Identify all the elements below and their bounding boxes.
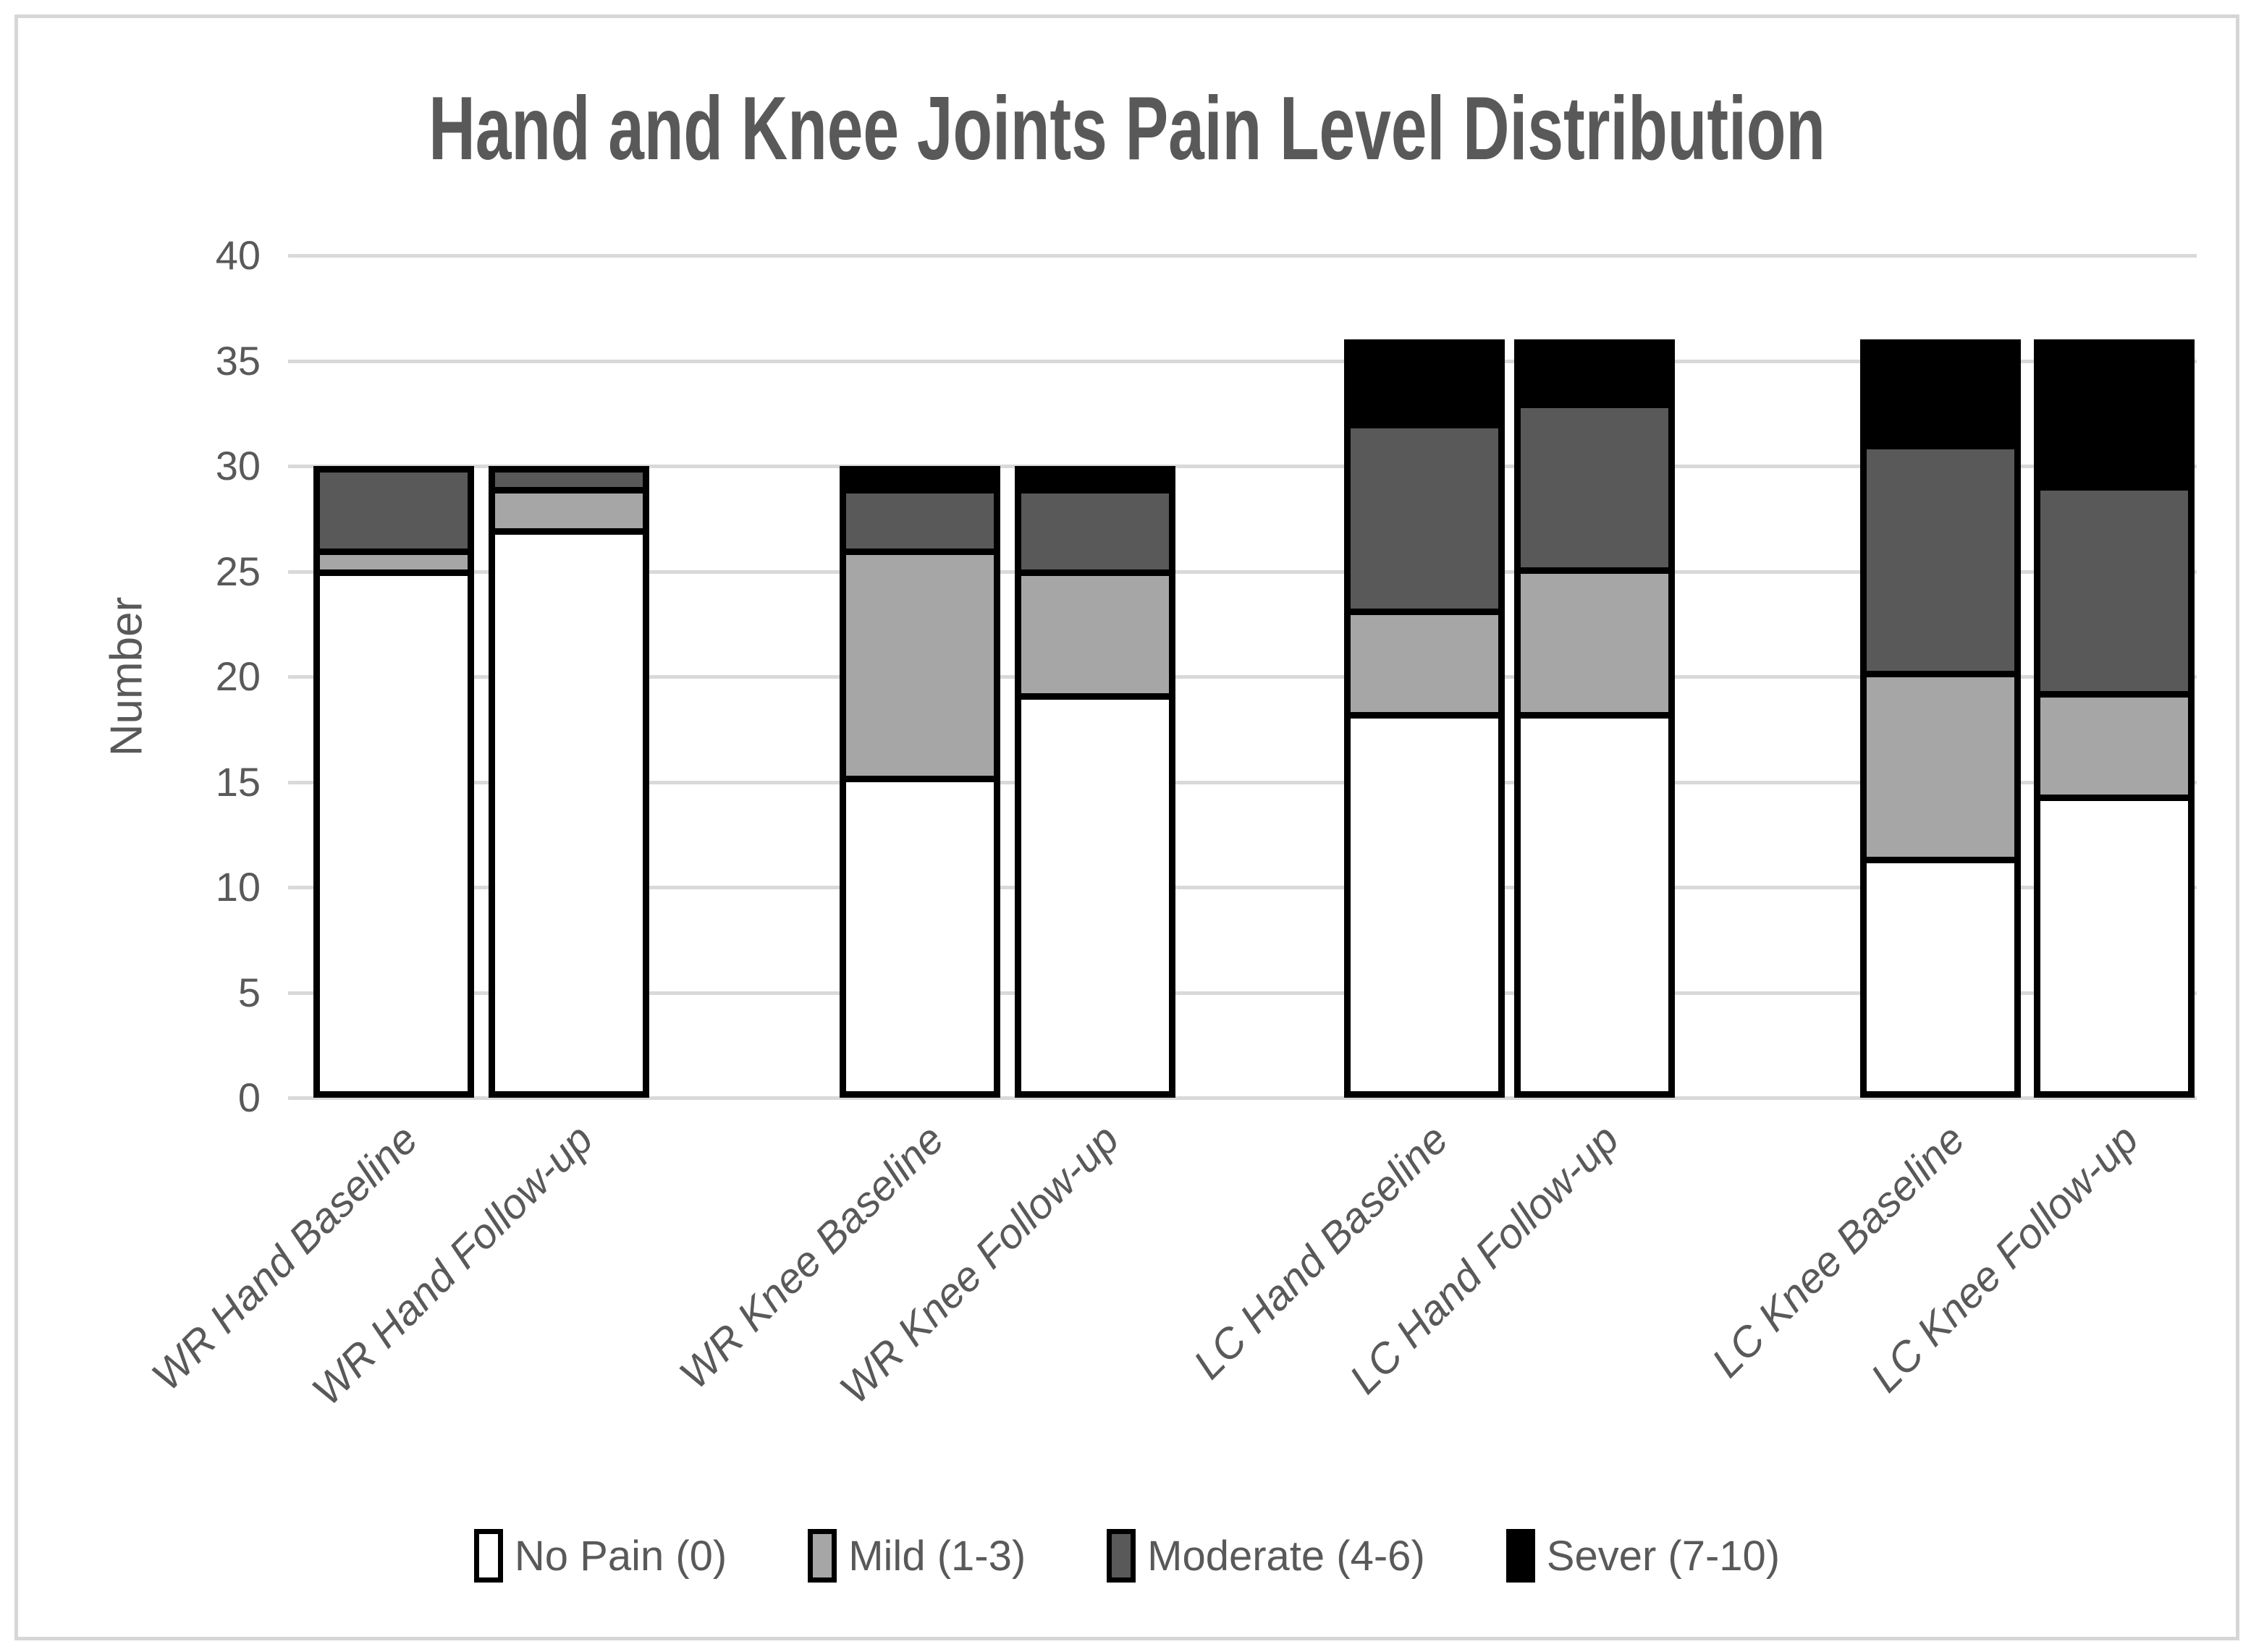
segment-moderate-4-6- <box>2040 491 2188 698</box>
segment-mild-1-3- <box>1867 677 2014 864</box>
segment-moderate-4-6- <box>1021 493 1169 576</box>
segment-mild-1-3- <box>1351 614 1498 719</box>
y-tick-label-20: 20 <box>215 653 261 699</box>
gridline-20 <box>288 675 2197 679</box>
chart-frame: Hand and Knee Joints Pain Level Distribu… <box>14 14 2239 1640</box>
segment-mild-1-3- <box>2040 698 2188 802</box>
stacked-bar-wr-hand-follow-up <box>489 466 649 1098</box>
segment-sever-7-10- <box>1021 473 1169 494</box>
chart-title-text: Hand and Knee Joints Pain Level Distribu… <box>428 79 1825 179</box>
y-tick-label-0: 0 <box>237 1075 261 1120</box>
segment-mild-1-3- <box>495 493 643 535</box>
segment-sever-7-10- <box>1867 346 2014 450</box>
gridline-0 <box>288 1096 2197 1100</box>
y-tick-label-5: 5 <box>237 969 261 1015</box>
gridline-10 <box>288 886 2197 889</box>
segment-mild-1-3- <box>1521 573 1668 719</box>
legend-swatch-icon <box>1505 1529 1535 1583</box>
legend: No Pain (0) Mild (1-3) Moderate (4-6) Sever… <box>18 1529 2236 1583</box>
legend-item-sever-7-10-: Sever (7-10) <box>1505 1529 1781 1583</box>
segment-no-pain-0- <box>1021 699 1169 1091</box>
legend-label: No Pain (0) <box>514 1532 727 1580</box>
segment-sever-7-10- <box>1351 346 1498 429</box>
legend-swatch-icon <box>1107 1529 1136 1583</box>
stacked-bar-wr-knee-baseline <box>840 466 1000 1098</box>
segment-no-pain-0- <box>1351 718 1498 1091</box>
legend-item-moderate-4-6-: Moderate (4-6) <box>1107 1529 1425 1583</box>
segment-moderate-4-6- <box>846 493 994 555</box>
gridline-25 <box>288 569 2197 574</box>
gridline-35 <box>288 359 2197 363</box>
y-tick-label-30: 30 <box>215 443 261 488</box>
segment-no-pain-0- <box>320 575 468 1091</box>
legend-label: Sever (7-10) <box>1546 1532 1781 1580</box>
segment-moderate-4-6- <box>1521 407 1668 574</box>
gridline-15 <box>288 780 2197 784</box>
segment-sever-7-10- <box>2040 346 2188 491</box>
segment-no-pain-0- <box>1867 863 2014 1091</box>
legend-label: Moderate (4-6) <box>1147 1532 1425 1580</box>
y-tick-label-15: 15 <box>215 758 261 805</box>
legend-item-no-pain-0-: No Pain (0) <box>473 1529 727 1583</box>
segment-mild-1-3- <box>846 555 994 782</box>
stacked-bar-lc-hand-baseline <box>1344 339 1505 1098</box>
segment-moderate-4-6- <box>495 473 643 494</box>
stacked-bar-wr-hand-baseline <box>313 466 474 1098</box>
segment-moderate-4-6- <box>320 473 468 555</box>
chart-title: Hand and Knee Joints Pain Level Distribu… <box>18 77 2236 180</box>
segment-moderate-4-6- <box>1867 449 2014 677</box>
y-tick-label-40: 40 <box>215 232 261 278</box>
segment-mild-1-3- <box>320 555 468 576</box>
legend-item-mild-1-3-: Mild (1-3) <box>808 1529 1026 1583</box>
stacked-bar-lc-knee-baseline <box>1860 339 2021 1098</box>
segment-no-pain-0- <box>2040 801 2188 1091</box>
plot-area <box>288 254 2197 1100</box>
segment-sever-7-10- <box>1521 346 1668 408</box>
segment-no-pain-0- <box>846 781 994 1091</box>
stacked-bar-wr-knee-follow-up <box>1015 466 1175 1098</box>
legend-swatch-icon <box>808 1529 837 1583</box>
legend-label: Mild (1-3) <box>848 1532 1026 1580</box>
stacked-bar-lc-hand-follow-up <box>1514 339 1675 1098</box>
y-tick-label-10: 10 <box>215 864 261 910</box>
legend-swatch-icon <box>473 1529 503 1583</box>
y-tick-label-35: 35 <box>215 337 261 384</box>
gridline-40 <box>288 254 2197 258</box>
segment-moderate-4-6- <box>1351 428 1498 615</box>
segment-no-pain-0- <box>495 534 643 1091</box>
segment-sever-7-10- <box>846 473 994 494</box>
segment-no-pain-0- <box>1521 718 1668 1091</box>
y-tick-label-25: 25 <box>215 548 261 594</box>
segment-mild-1-3- <box>1021 575 1169 700</box>
stacked-bar-lc-knee-follow-up <box>2034 339 2195 1098</box>
gridline-30 <box>288 465 2197 468</box>
gridline-5 <box>288 991 2197 995</box>
